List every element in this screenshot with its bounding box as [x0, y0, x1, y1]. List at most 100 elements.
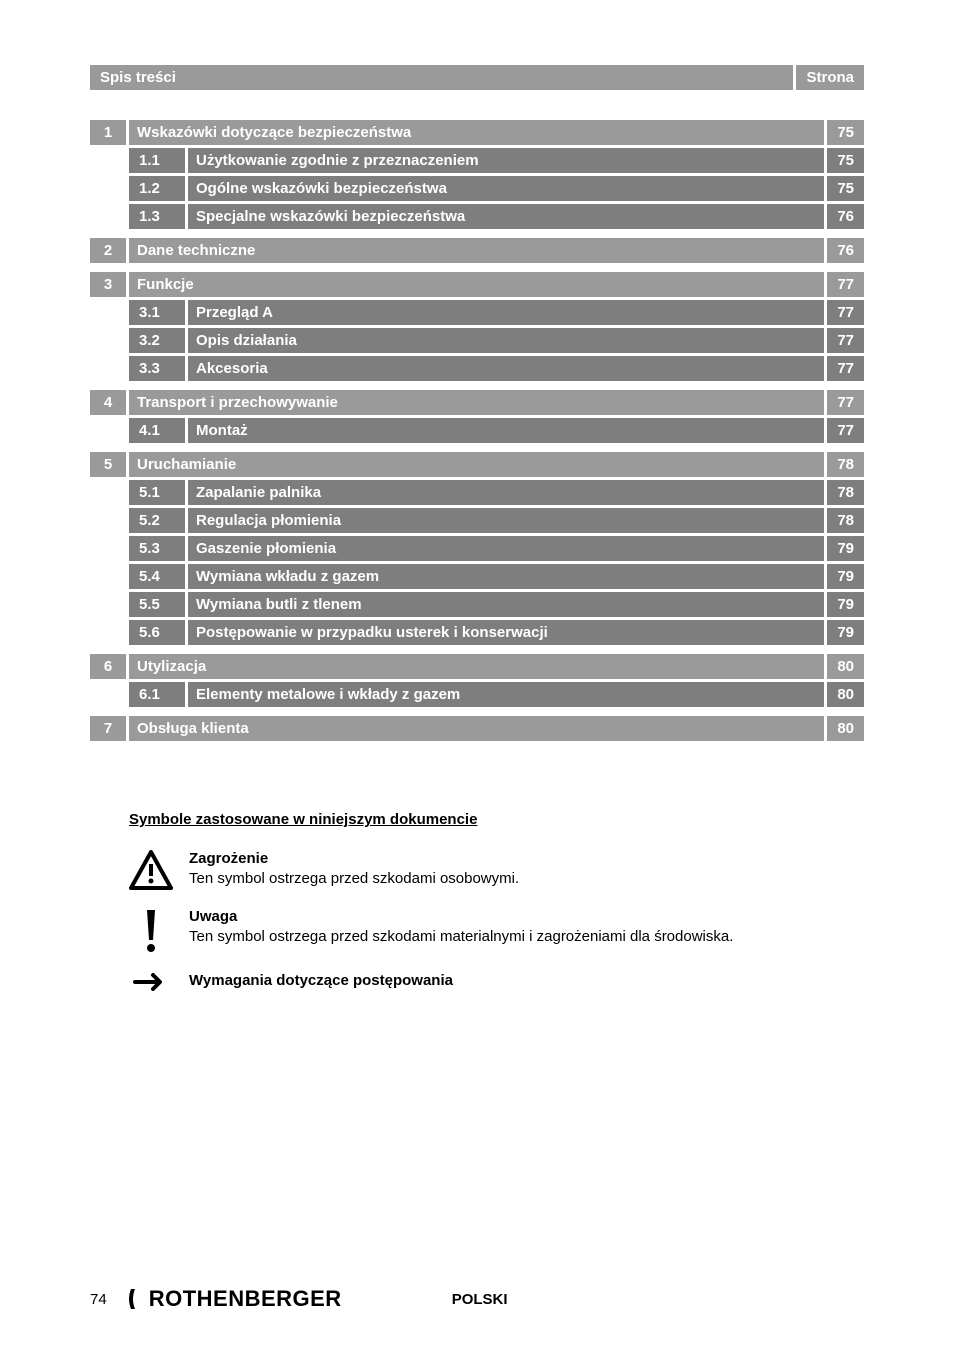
- toc-sub-spacer: [90, 300, 129, 325]
- logo-icon: [125, 1287, 149, 1311]
- symbol-title: Zagrożenie: [189, 850, 864, 867]
- toc-main-row: 1Wskazówki dotyczące bezpieczeństwa75: [90, 120, 864, 145]
- toc-sub-title-text: Opis działania: [196, 332, 816, 349]
- toc-sub-spacer: [90, 148, 129, 173]
- toc-sub-num: 3.3: [129, 356, 185, 381]
- toc-sub-num: 5.2: [129, 508, 185, 533]
- toc-main-page: 80: [827, 716, 864, 741]
- toc-sub-title-text: Zapalanie palnika: [196, 484, 816, 501]
- toc-sub-spacer: [90, 508, 129, 533]
- toc-main-page: 77: [827, 390, 864, 415]
- toc-sub-num: 5.5: [129, 592, 185, 617]
- toc-sub-row: 5.6 Postępowanie w przypadku usterek i ko…: [90, 620, 864, 645]
- toc-sub-spacer: [90, 480, 129, 505]
- toc-main-num: 5: [90, 452, 126, 477]
- toc-main-num: 3: [90, 272, 126, 297]
- toc: 1Wskazówki dotyczące bezpieczeństwa75 1.1…: [90, 120, 864, 741]
- toc-sub-title: Opis działania: [188, 328, 824, 353]
- toc-main-page: 78: [827, 452, 864, 477]
- toc-sub-title: Użytkowanie zgodnie z przeznaczeniem: [188, 148, 824, 173]
- toc-sub-spacer: [90, 620, 129, 645]
- toc-sub-page: 77: [827, 328, 864, 353]
- toc-sub-title: Elementy metalowe i wkłady z gazem: [188, 682, 824, 707]
- toc-sub-page: 77: [827, 300, 864, 325]
- toc-sub-spacer: [90, 418, 129, 443]
- symbols-section: Symbole zastosowane w niniejszym dokumen…: [90, 811, 864, 992]
- toc-sub-num: 5.4: [129, 564, 185, 589]
- toc-main-num: 4: [90, 390, 126, 415]
- toc-header-left: Spis treści: [90, 65, 793, 90]
- symbol-icon-col: [129, 850, 189, 890]
- toc-sub-title-text: Montaż: [196, 422, 816, 439]
- toc-sub-spacer: [90, 536, 129, 561]
- symbol-item: UwagaTen symbol ostrzega przed szkodami …: [129, 908, 864, 954]
- toc-main-title-text: Uruchamianie: [137, 456, 816, 473]
- exclamation-icon: [129, 908, 173, 954]
- toc-sub-title-text: Akcesoria: [196, 360, 816, 377]
- toc-sub-title-text: Regulacja płomienia: [196, 512, 816, 529]
- toc-main-title: Obsługa klienta: [129, 716, 824, 741]
- toc-main-page: 80: [827, 654, 864, 679]
- toc-sub-spacer: [90, 564, 129, 589]
- footer: 74 ROTHENBERGER POLSKI: [90, 1286, 864, 1312]
- page: Spis treści Strona 1Wskazówki dotyczące …: [0, 0, 954, 1352]
- toc-main-title-text: Transport i przechowywanie: [137, 394, 816, 411]
- footer-page-number: 74: [90, 1291, 107, 1308]
- toc-sub-row: 5.3Gaszenie płomienia79: [90, 536, 864, 561]
- symbols-list: ZagrożenieTen symbol ostrzega przed szko…: [129, 850, 864, 992]
- symbol-item: Wymagania dotyczące postępowania: [129, 972, 864, 992]
- toc-sub-title-text: Elementy metalowe i wkłady z gazem: [196, 686, 816, 703]
- warning-triangle-icon: [129, 850, 173, 890]
- toc-sub-num: 5.6: [129, 620, 185, 645]
- toc-main-page: 77: [827, 272, 864, 297]
- arrow-right-icon: [129, 972, 173, 992]
- toc-sub-row: 5.4Wymiana wkładu z gazem79: [90, 564, 864, 589]
- toc-sub-page: 75: [827, 176, 864, 201]
- toc-sub-row: 6.1Elementy metalowe i wkłady z gazem80: [90, 682, 864, 707]
- symbol-title: Uwaga: [189, 908, 864, 925]
- toc-sub-page: 79: [827, 564, 864, 589]
- toc-header: Spis treści Strona: [90, 65, 864, 90]
- toc-main-title: Wskazówki dotyczące bezpieczeństwa: [129, 120, 824, 145]
- toc-main-row: 4 Transport i przechowywanie 77: [90, 390, 864, 415]
- toc-sub-spacer: [90, 592, 129, 617]
- toc-sub-row: 5.2Regulacja płomienia78: [90, 508, 864, 533]
- toc-main-page: 76: [827, 238, 864, 263]
- toc-sub-title-text: Gaszenie płomienia: [196, 540, 816, 557]
- toc-main-title: Uruchamianie: [129, 452, 824, 477]
- symbol-title: Wymagania dotyczące postępowania: [189, 972, 864, 989]
- toc-sub-title-text: Postępowanie w przypadku usterek i konse…: [196, 624, 816, 641]
- toc-sub-num: 6.1: [129, 682, 185, 707]
- toc-sub-row: 1.3Specjalne wskazówki bezpieczeństwa76: [90, 204, 864, 229]
- toc-main-title: Transport i przechowywanie: [129, 390, 824, 415]
- symbol-text-col: UwagaTen symbol ostrzega przed szkodami …: [189, 908, 864, 947]
- toc-sub-row: 5.1 Zapalanie palnika 78: [90, 480, 864, 505]
- toc-main-row: 6Utylizacja80: [90, 654, 864, 679]
- toc-sub-title-text: Ogólne wskazówki bezpieczeństwa: [196, 180, 816, 197]
- toc-sub-title: Postępowanie w przypadku usterek i konse…: [188, 620, 824, 645]
- toc-main-title: Funkcje: [129, 272, 824, 297]
- toc-sub-spacer: [90, 204, 129, 229]
- toc-sub-page: 78: [827, 480, 864, 505]
- toc-sub-title-text: Użytkowanie zgodnie z przeznaczeniem: [196, 152, 816, 169]
- toc-sub-title: Gaszenie płomienia: [188, 536, 824, 561]
- toc-sub-page: 76: [827, 204, 864, 229]
- toc-main-row: 7Obsługa klienta80: [90, 716, 864, 741]
- toc-sub-title: Przegląd A: [188, 300, 824, 325]
- toc-sub-row: 4.1Montaż77: [90, 418, 864, 443]
- toc-sub-num: 5.1: [129, 480, 185, 505]
- toc-sub-row: 5.5Wymiana butli z tlenem79: [90, 592, 864, 617]
- footer-logo-text: ROTHENBERGER: [149, 1286, 342, 1312]
- toc-sub-title-text: Przegląd A: [196, 304, 816, 321]
- toc-sub-title: Specjalne wskazówki bezpieczeństwa: [188, 204, 824, 229]
- toc-main-num: 7: [90, 716, 126, 741]
- symbol-item: ZagrożenieTen symbol ostrzega przed szko…: [129, 850, 864, 890]
- symbol-icon-col: [129, 908, 189, 954]
- toc-sub-title: Wymiana wkładu z gazem: [188, 564, 824, 589]
- toc-header-right: Strona: [796, 65, 864, 90]
- toc-sub-title: Wymiana butli z tlenem: [188, 592, 824, 617]
- toc-sub-num: 1.1: [129, 148, 185, 173]
- toc-sub-num: 5.3: [129, 536, 185, 561]
- symbol-text-col: Wymagania dotyczące postępowania: [189, 972, 864, 991]
- toc-sub-page: 75: [827, 148, 864, 173]
